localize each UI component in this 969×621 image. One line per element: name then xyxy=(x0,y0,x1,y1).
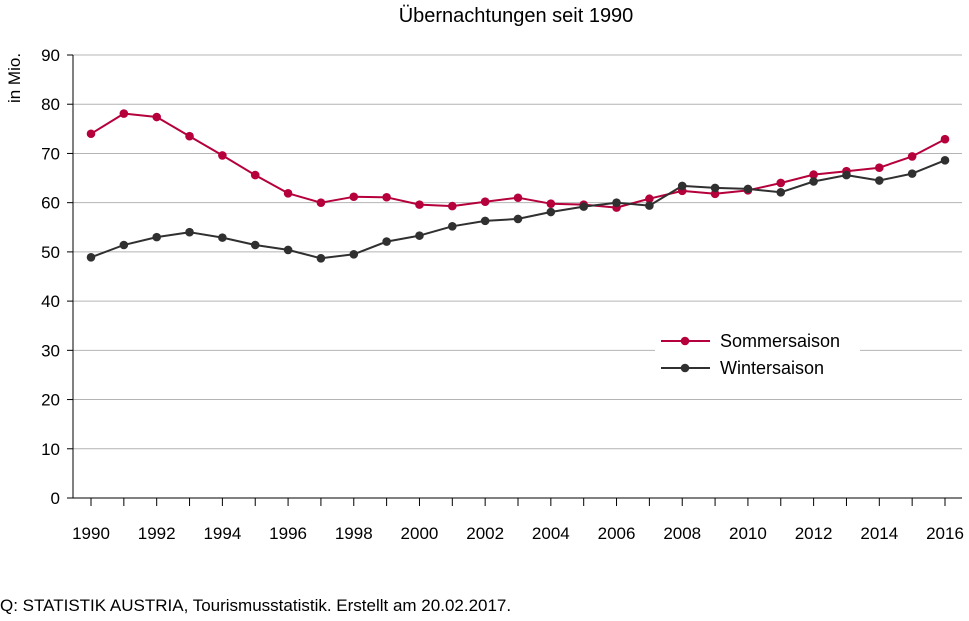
data-point xyxy=(907,152,917,161)
data-point xyxy=(940,134,950,144)
source-footnote: Q: STATISTIK AUSTRIA, Tourismusstatistik… xyxy=(0,596,511,615)
data-point xyxy=(185,227,194,237)
data-point xyxy=(415,231,424,240)
data-point xyxy=(119,109,129,118)
data-point xyxy=(875,163,884,173)
data-point xyxy=(546,199,556,208)
data-point xyxy=(185,131,194,141)
y-tick-label: 50 xyxy=(41,243,60,262)
y-tick-label: 20 xyxy=(41,391,60,410)
y-tick-label: 30 xyxy=(41,341,60,360)
y-tick-label: 90 xyxy=(41,46,60,65)
data-point xyxy=(645,201,654,210)
chart-title: Übernachtungen seit 1990 xyxy=(399,5,634,27)
data-point xyxy=(809,177,818,186)
legend-label: Wintersaison xyxy=(720,358,824,378)
data-point xyxy=(316,198,326,207)
legend-label: Sommersaison xyxy=(720,331,840,351)
legend-background xyxy=(655,326,860,382)
data-point xyxy=(480,197,490,206)
data-point xyxy=(710,189,720,199)
data-point xyxy=(382,192,391,202)
data-point xyxy=(809,170,818,179)
x-tick-label: 1992 xyxy=(138,524,176,543)
data-point xyxy=(546,207,556,217)
data-point xyxy=(250,170,260,180)
data-point xyxy=(415,200,424,209)
data-point xyxy=(349,192,359,202)
data-point xyxy=(448,201,457,211)
x-tick-label: 2000 xyxy=(401,524,439,543)
y-tick-label: 40 xyxy=(41,292,60,311)
legend: Sommersaison Wintersaison xyxy=(655,326,860,382)
data-point xyxy=(743,184,753,194)
data-point xyxy=(776,178,786,188)
data-point xyxy=(513,214,523,224)
data-point xyxy=(218,151,227,160)
y-axis-label: in Mio. xyxy=(5,53,24,103)
y-tick-label: 10 xyxy=(41,440,60,459)
data-point xyxy=(283,245,293,255)
x-tick-label: 1994 xyxy=(203,524,241,543)
x-tick-label: 2006 xyxy=(598,524,636,543)
x-tick-label: 1996 xyxy=(269,524,307,543)
y-tick-label: 80 xyxy=(41,95,60,114)
data-point xyxy=(448,221,457,231)
x-tick-label: 1990 xyxy=(72,524,110,543)
data-point xyxy=(152,232,161,242)
data-point xyxy=(218,233,227,242)
data-point xyxy=(513,193,523,203)
x-tick-label: 2008 xyxy=(663,524,701,543)
data-point xyxy=(382,237,391,246)
data-point xyxy=(940,156,950,165)
x-tick-label: 2010 xyxy=(729,524,767,543)
data-point xyxy=(677,181,687,191)
x-tick-label: 2016 xyxy=(926,524,964,543)
data-point xyxy=(776,188,786,197)
data-point xyxy=(119,240,129,250)
data-point xyxy=(842,170,851,180)
data-point xyxy=(579,202,588,211)
data-point xyxy=(86,129,96,139)
data-point xyxy=(710,183,720,193)
data-point xyxy=(283,189,293,198)
data-point xyxy=(907,169,917,178)
x-tick-label: 2002 xyxy=(466,524,504,543)
gridlines xyxy=(73,54,962,450)
legend-swatch-marker xyxy=(680,363,690,373)
data-point xyxy=(86,253,96,262)
data-point xyxy=(612,198,621,207)
x-tick-label: 2012 xyxy=(795,524,833,543)
y-tick-label: 0 xyxy=(51,489,60,508)
data-point xyxy=(875,176,884,185)
data-point xyxy=(645,194,654,204)
series-lines xyxy=(86,109,950,263)
y-tick-label: 70 xyxy=(41,144,60,163)
legend-swatch-marker xyxy=(680,336,690,346)
data-point xyxy=(152,112,161,122)
x-tick-label: 2014 xyxy=(860,524,898,543)
x-tick-label: 1998 xyxy=(335,524,373,543)
data-point xyxy=(349,250,359,259)
data-point xyxy=(480,216,490,226)
data-point xyxy=(250,240,260,250)
x-tick-label: 2004 xyxy=(532,524,570,543)
y-tick-label: 60 xyxy=(41,194,60,213)
axes: 0 10 20 30 40 50 60 70 80 90 1990 1992 1994 1996 1998 2… xyxy=(41,46,964,543)
data-point xyxy=(316,253,326,263)
